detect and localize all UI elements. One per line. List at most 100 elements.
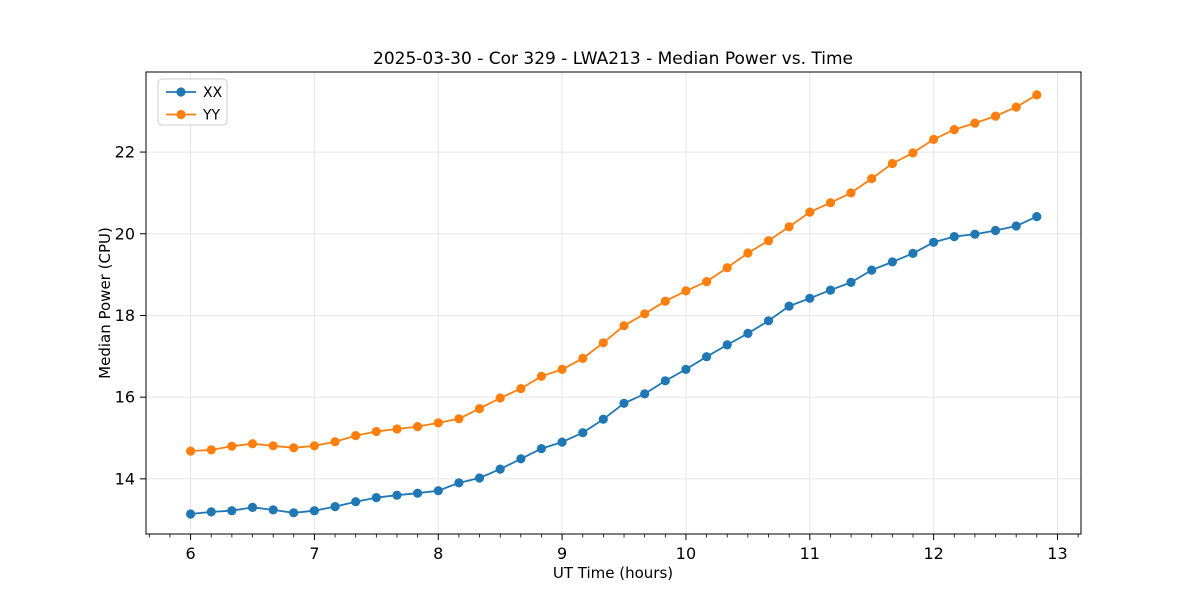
data-point-XX xyxy=(619,398,629,408)
x-axis-label: UT Time (hours) xyxy=(553,564,673,582)
data-point-YY xyxy=(578,353,588,363)
data-point-XX xyxy=(578,428,588,438)
y-axis-label: Median Power (CPU) xyxy=(96,227,114,379)
data-point-YY xyxy=(825,198,836,208)
legend-box xyxy=(157,78,228,126)
data-point-YY xyxy=(516,384,526,394)
data-point-XX xyxy=(763,316,774,326)
data-point-YY xyxy=(1011,102,1021,112)
data-point-YY xyxy=(289,443,299,453)
data-point-XX xyxy=(371,493,381,503)
x-tick-label: 9 xyxy=(557,544,567,563)
data-point-YY xyxy=(268,441,278,451)
data-point-YY xyxy=(392,424,402,434)
data-point-XX xyxy=(929,237,939,247)
data-point-XX xyxy=(743,328,753,338)
data-point-YY xyxy=(474,404,485,414)
data-point-XX xyxy=(867,265,877,275)
x-tick-label: 13 xyxy=(1047,544,1067,563)
y-tick-label: 20 xyxy=(115,224,135,243)
data-point-YY xyxy=(784,222,794,232)
data-point-YY xyxy=(887,158,898,169)
grid-layer xyxy=(146,72,1081,534)
data-point-XX xyxy=(722,340,732,350)
data-point-XX xyxy=(949,232,959,242)
legend: XX YY xyxy=(157,78,228,126)
data-point-XX xyxy=(846,277,856,287)
x-tick-label: 10 xyxy=(676,544,696,563)
data-point-YY xyxy=(247,439,258,449)
legend-label-YY: YY xyxy=(202,108,221,124)
data-point-YY xyxy=(413,422,423,432)
legend-label-XX: XX xyxy=(203,85,223,101)
data-point-YY xyxy=(619,321,629,331)
y-tick-label: 22 xyxy=(115,143,135,162)
x-tick-label: 7 xyxy=(309,544,319,563)
x-tick-label: 11 xyxy=(800,544,820,563)
legend-marker-XX xyxy=(176,87,186,97)
legend-marker-YY xyxy=(176,109,186,120)
data-point-XX xyxy=(206,507,216,517)
x-tick-label: 6 xyxy=(185,544,195,563)
data-point-XX xyxy=(702,352,712,362)
plot-frame xyxy=(145,71,1082,535)
data-point-XX xyxy=(640,389,650,399)
data-point-XX xyxy=(681,364,691,374)
data-point-XX xyxy=(970,229,980,239)
data-point-YY xyxy=(846,188,856,198)
data-point-XX xyxy=(392,490,402,500)
series-XX xyxy=(186,212,1042,519)
data-point-XX xyxy=(1011,221,1021,231)
x-tick-label: 12 xyxy=(923,544,943,563)
data-point-XX xyxy=(309,506,319,516)
series-line-YY xyxy=(190,94,1038,452)
data-point-XX xyxy=(268,505,278,515)
data-point-XX xyxy=(433,486,443,496)
chart-title: 2025-03-30 - Cor 329 - LWA213 - Median P… xyxy=(373,49,853,69)
x-tick-label: 8 xyxy=(433,544,443,563)
data-point-YY xyxy=(660,296,670,306)
data-point-YY xyxy=(805,207,815,217)
data-point-YY xyxy=(640,309,650,319)
series-YY xyxy=(186,90,1042,456)
data-point-YY xyxy=(867,174,877,184)
data-point-XX xyxy=(990,225,1001,236)
y-tick-label: 16 xyxy=(115,388,135,407)
data-point-YY xyxy=(186,446,196,456)
data-point-XX xyxy=(805,293,815,303)
data-point-XX xyxy=(186,509,196,519)
data-point-YY xyxy=(908,148,918,158)
data-point-YY xyxy=(495,393,505,403)
data-point-YY xyxy=(681,286,691,296)
tick-label-layer: 6 7 8 9 10 11 12 13 14 16 18 20 22 xyxy=(115,143,1068,563)
data-point-YY xyxy=(371,426,381,437)
data-point-YY xyxy=(763,236,774,246)
data-point-YY xyxy=(722,263,732,273)
data-point-YY xyxy=(990,111,1001,121)
data-point-XX xyxy=(413,488,423,498)
data-point-YY xyxy=(1032,90,1042,100)
data-point-XX xyxy=(454,478,464,488)
data-point-YY xyxy=(206,445,216,455)
data-point-XX xyxy=(598,414,608,424)
data-point-YY xyxy=(598,338,608,348)
data-point-YY xyxy=(330,437,340,447)
data-point-XX xyxy=(289,508,299,518)
data-point-YY xyxy=(309,441,319,451)
data-point-XX xyxy=(908,248,918,258)
data-point-YY xyxy=(970,118,980,128)
data-point-XX xyxy=(330,502,340,512)
data-point-YY xyxy=(557,364,567,374)
data-point-XX xyxy=(660,376,670,386)
data-point-XX xyxy=(1032,212,1042,222)
data-point-XX xyxy=(784,301,794,311)
data-point-XX xyxy=(247,502,258,512)
y-tick-label: 14 xyxy=(115,469,135,488)
data-point-YY xyxy=(702,277,712,287)
data-point-XX xyxy=(536,444,547,454)
data-point-YY xyxy=(227,441,237,451)
data-point-YY xyxy=(929,134,939,144)
data-point-YY xyxy=(743,248,753,258)
series-layer xyxy=(186,90,1042,519)
